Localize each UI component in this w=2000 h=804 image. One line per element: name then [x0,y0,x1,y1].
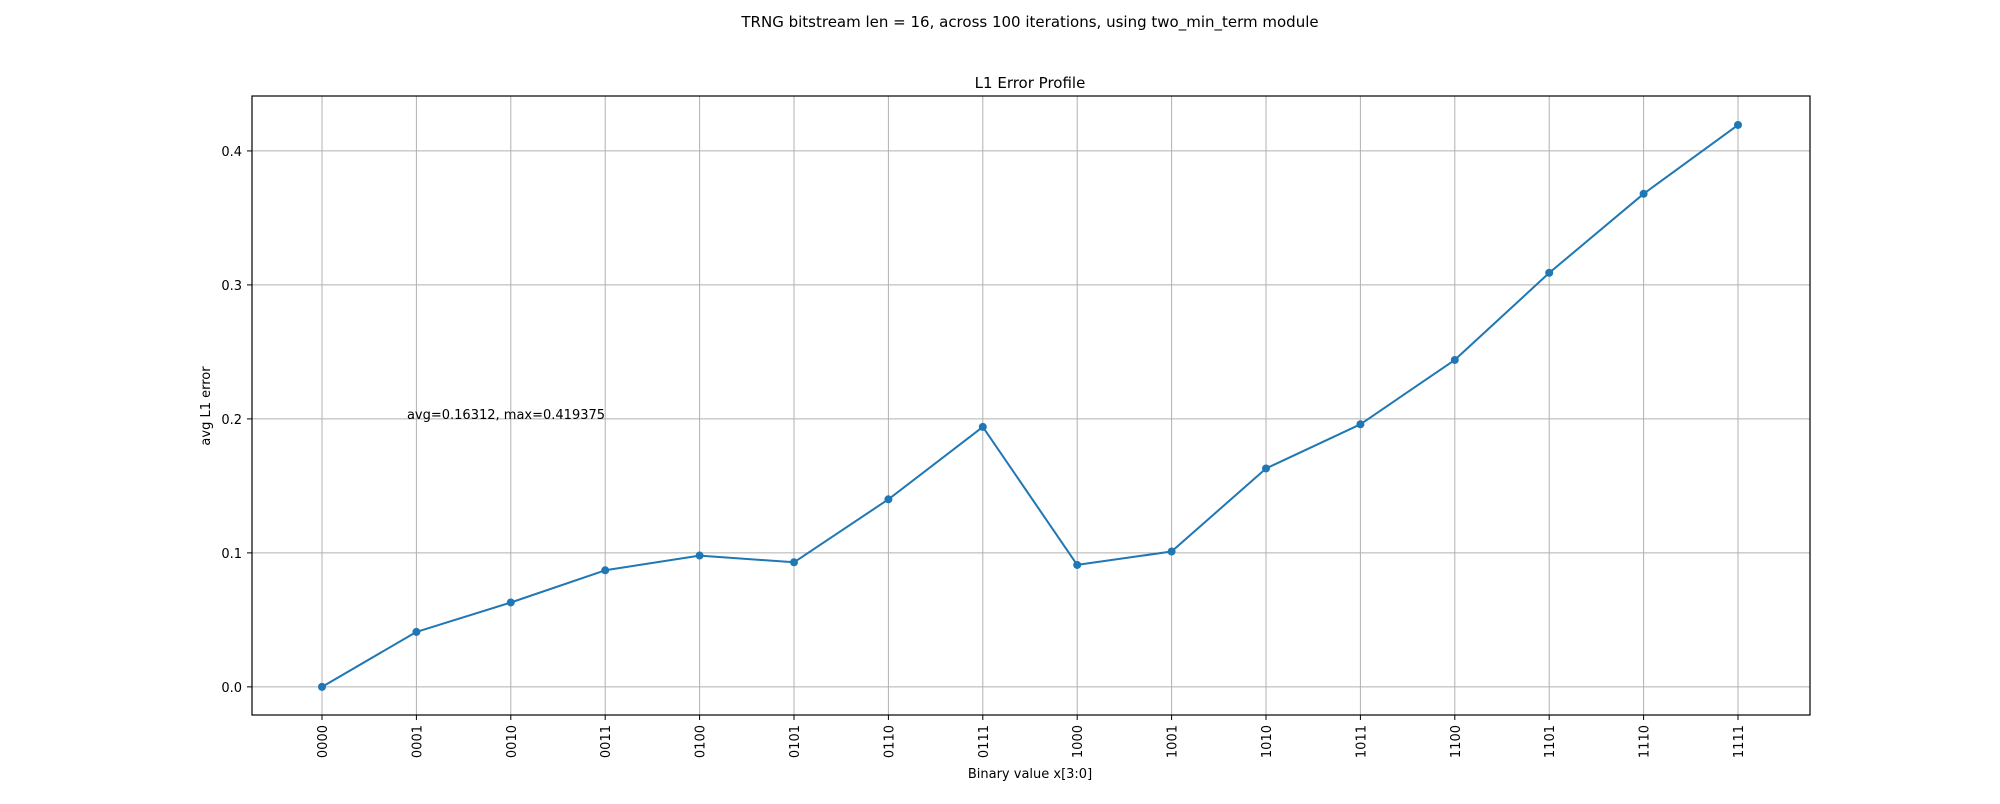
data-point [1450,355,1459,364]
data-point [1734,120,1742,129]
x-tick-label: 0010 [505,725,520,758]
data-point [1545,268,1554,277]
annotation-text: avg=0.16312, max=0.419375 [407,408,605,423]
data-point [412,627,421,636]
x-tick-label: 0100 [694,725,709,758]
x-tick-label: 1010 [1260,725,1275,758]
data-point [1073,560,1082,569]
x-tick-label: 0000 [316,725,331,758]
chart-title: L1 Error Profile [975,74,1086,92]
y-tick-label: 0.0 [221,681,242,696]
data-point [1639,189,1648,198]
plot-frame [251,95,1811,716]
data-point [318,682,326,691]
x-axis-label: Binary value x[3:0] [968,767,1092,782]
x-tick-label: 1001 [1166,725,1181,758]
data-point [1262,464,1270,473]
x-axis-ticks: 0000 0001 0010 0011 0100 0101 0110 0111 1000 1001… [316,715,1747,758]
data-point [506,598,515,607]
x-tick-label: 0011 [599,725,614,758]
y-tick-label: 0.1 [221,547,242,562]
data-point [601,566,610,575]
x-tick-label: 0101 [788,725,803,758]
x-tick-label: 1000 [1071,725,1086,758]
x-tick-label: 1111 [1732,725,1747,758]
x-tick-label: 1110 [1638,725,1653,758]
data-point [790,558,798,567]
y-tick-label: 0.4 [221,145,242,160]
x-tick-label: 0110 [882,725,897,758]
grid-layer [252,96,1810,715]
y-tick-label: 0.3 [221,279,242,294]
x-tick-label: 1100 [1449,725,1464,758]
data-point [695,551,704,560]
figure-suptitle: TRNG bitstream len = 16, across 100 iter… [740,13,1318,32]
y-axis-ticks: 0.0 0.1 0.2 0.3 0.4 [221,145,252,696]
y-tick-label: 0.2 [221,413,242,428]
data-point [884,495,893,504]
series-line [321,124,1739,688]
data-point [1167,547,1176,556]
series-layer [321,124,1739,688]
x-tick-label: 0001 [410,725,425,758]
y-axis-label: avg L1 error [199,366,214,446]
data-point [1356,420,1365,429]
marker-layer [318,120,1742,691]
x-tick-label: 1011 [1354,725,1369,758]
x-tick-label: 1101 [1543,725,1558,758]
x-tick-label: 0111 [977,725,992,758]
data-point [978,422,987,431]
